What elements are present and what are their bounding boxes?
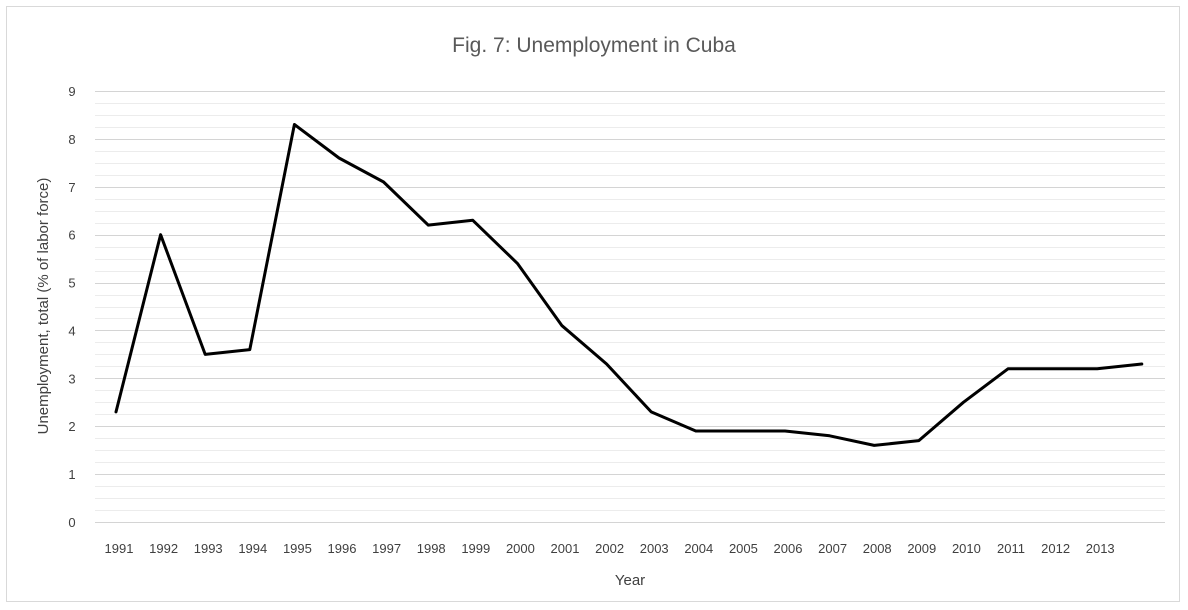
x-tick-label: 2006 <box>774 541 803 556</box>
x-tick-label: 2010 <box>952 541 981 556</box>
x-tick-label: 1996 <box>328 541 357 556</box>
x-tick-label: 1995 <box>283 541 312 556</box>
y-tick-label: 9 <box>68 84 75 99</box>
x-tick-label: 2009 <box>907 541 936 556</box>
chart-title: Fig. 7: Unemployment in Cuba <box>452 34 736 57</box>
y-tick-label: 5 <box>68 276 75 291</box>
x-tick-label: 1997 <box>372 541 401 556</box>
x-tick-label: 2005 <box>729 541 758 556</box>
x-tick-label: 1993 <box>194 541 223 556</box>
y-tick-label: 0 <box>68 515 75 530</box>
x-tick-label: 2008 <box>863 541 892 556</box>
y-tick-label: 8 <box>68 132 75 147</box>
chart-frame <box>6 6 1180 602</box>
grid-lines <box>95 91 1165 523</box>
y-tick-label: 3 <box>68 371 75 386</box>
x-tick-label: 1998 <box>417 541 446 556</box>
y-axis-ticks: 0 1 2 3 4 5 6 7 8 9 <box>68 84 75 530</box>
x-tick-label: 2001 <box>551 541 580 556</box>
x-tick-label: 2011 <box>997 541 1025 556</box>
x-tick-label: 1992 <box>149 541 178 556</box>
x-tick-label: 2004 <box>684 541 713 556</box>
x-tick-label: 2012 <box>1041 541 1070 556</box>
y-tick-label: 2 <box>68 419 75 434</box>
x-tick-label: 2000 <box>506 541 535 556</box>
x-tick-label: 1994 <box>238 541 267 556</box>
y-tick-label: 4 <box>68 323 75 338</box>
y-tick-label: 6 <box>68 228 75 243</box>
x-tick-label: 2003 <box>640 541 669 556</box>
series-line-1 <box>114 123 1144 447</box>
x-axis-ticks: 1991 1992 1993 1994 1995 1996 1997 1998 1999 2000… <box>105 541 1115 556</box>
x-tick-label: 2013 <box>1086 541 1115 556</box>
y-tick-label: 1 <box>68 467 75 482</box>
y-axis-label: Unemployment, total (% of labor force) <box>35 178 52 435</box>
x-axis-label: Year <box>615 572 645 589</box>
series-group <box>114 123 1144 447</box>
x-tick-label: 2007 <box>818 541 847 556</box>
y-tick-label: 7 <box>68 180 75 195</box>
x-tick-label: 2002 <box>595 541 624 556</box>
x-tick-label: 1999 <box>461 541 490 556</box>
x-tick-label: 1991 <box>105 541 134 556</box>
